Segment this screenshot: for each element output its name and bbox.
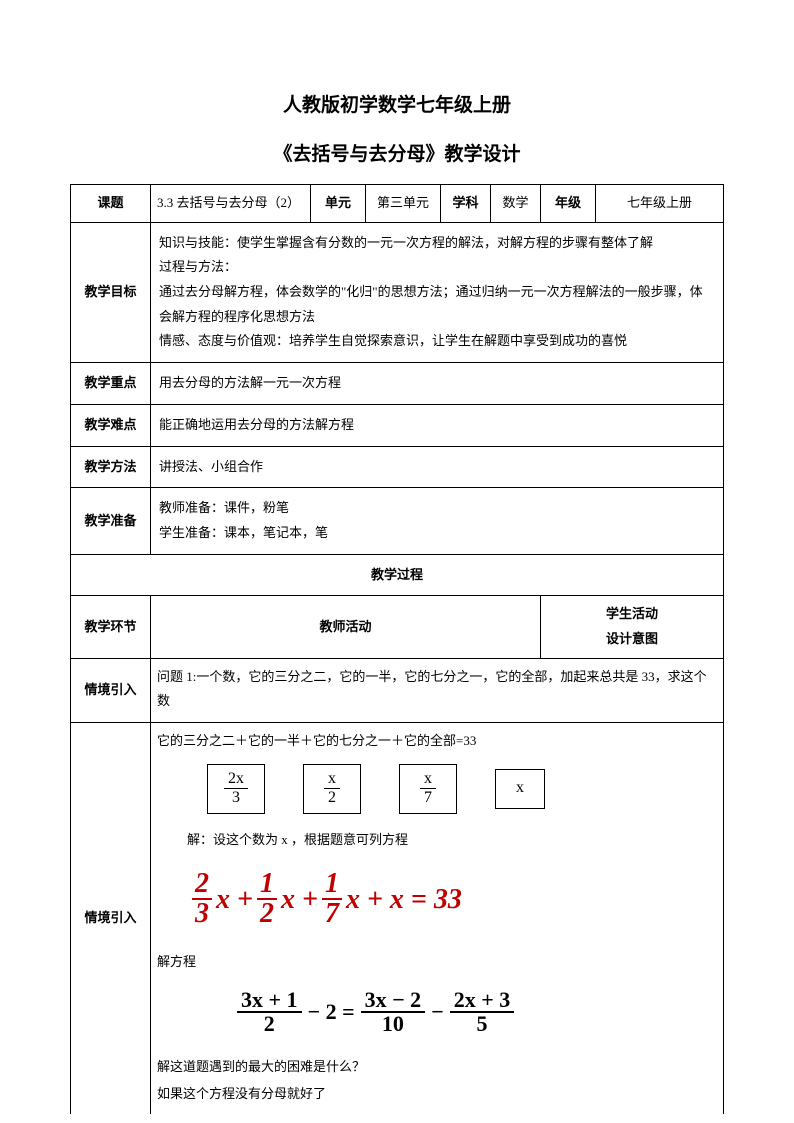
r-tail: x + x = 33	[346, 873, 462, 926]
intro-label-1: 情境引入	[71, 658, 151, 722]
method-row: 教学方法 讲授法、小组合作	[71, 446, 724, 488]
frac2-den: 2	[324, 789, 340, 806]
b2d: 10	[382, 1013, 404, 1035]
keypoint-row: 教学重点 用去分母的方法解一元一次方程	[71, 363, 724, 405]
page-title-2: 《去括号与去分母》教学设计	[70, 139, 724, 166]
red-equation: 23 x + 12 x + 17 x + x = 33	[192, 870, 717, 928]
grade-value: 七年级上册	[596, 185, 724, 223]
grade-label: 年级	[541, 185, 596, 223]
r3d: 7	[325, 900, 339, 928]
process-header-row: 教学过程	[71, 554, 724, 596]
page-title-1: 人教版初学数学七年级上册	[70, 90, 724, 117]
b-minus: −	[431, 991, 444, 1033]
unit-value: 第三单元	[366, 185, 441, 223]
subject-value: 数学	[491, 185, 541, 223]
intro-label-2: 情境引入	[71, 723, 151, 1115]
b1d: 2	[264, 1013, 275, 1035]
b2n: 3x − 2	[361, 989, 426, 1013]
r2d: 2	[260, 900, 274, 928]
b1n: 3x + 1	[237, 989, 302, 1013]
r3n: 1	[322, 870, 342, 900]
frac1-den: 3	[224, 789, 248, 806]
unit-label: 单元	[311, 185, 366, 223]
info-row: 课题 3.3 去括号与去分母（2） 单元 第三单元 学科 数学 年级 七年级上册	[71, 185, 724, 223]
process-header: 教学过程	[71, 554, 724, 596]
q2: 如果这个方程没有分母就好了	[157, 1082, 717, 1107]
difficulty-label: 教学难点	[71, 404, 151, 446]
black-equation: 3x + 12 − 2 = 3x − 210 − 2x + 35	[237, 989, 717, 1035]
process-col2: 教师活动	[151, 596, 541, 658]
goal-text: 知识与技能：使学生掌握含有分数的一元一次方程的解法，对解方程的步骤有整体了解 过…	[151, 222, 724, 362]
process-col1: 教学环节	[71, 596, 151, 658]
goal-label: 教学目标	[71, 222, 151, 362]
intro-main-cell: 它的三分之二＋它的一半＋它的七分之一＋它的全部=33 2x3 x2 x7 x 解…	[151, 723, 724, 1115]
topic-value: 3.3 去括号与去分母（2）	[151, 185, 311, 223]
frac-box-2: x2	[303, 764, 361, 814]
intro-problem-cell: 问题 1:一个数，它的三分之二，它的一半，它的七分之一，它的全部，加起来总共是 …	[151, 658, 724, 722]
subject-label: 学科	[441, 185, 491, 223]
solve-label: 解方程	[157, 950, 717, 975]
keypoint-label: 教学重点	[71, 363, 151, 405]
frac3-den: 7	[420, 789, 436, 806]
x-box: x	[495, 769, 545, 809]
r2n: 1	[257, 870, 277, 900]
prep-text: 教师准备：课件，粉笔 学生准备：课本，笔记本，笔	[151, 488, 724, 554]
q1: 解这道题遇到的最大的困难是什么？	[157, 1055, 717, 1080]
difficulty-row: 教学难点 能正确地运用去分母的方法解方程	[71, 404, 724, 446]
process-cols-row: 教学环节 教师活动 学生活动 设计意图	[71, 596, 724, 658]
r-x1: x +	[216, 873, 253, 926]
intro-problem: 问题 1:一个数，它的三分之二，它的一半，它的七分之一，它的全部，加起来总共是 …	[157, 665, 717, 714]
intro-row-1: 情境引入 问题 1:一个数，它的三分之二，它的一半，它的七分之一，它的全部，加起…	[71, 658, 724, 722]
frac3-num: x	[420, 771, 436, 789]
b-mid: − 2 =	[308, 991, 355, 1033]
topic-label: 课题	[71, 185, 151, 223]
b3d: 5	[476, 1013, 487, 1035]
method-text: 讲授法、小组合作	[151, 446, 724, 488]
goal-row: 教学目标 知识与技能：使学生掌握含有分数的一元一次方程的解法，对解方程的步骤有整…	[71, 222, 724, 362]
set-x: 解：设这个数为 x ，根据题意可列方程	[187, 828, 717, 853]
r1d: 3	[195, 900, 209, 928]
difficulty-text: 能正确地运用去分母的方法解方程	[151, 404, 724, 446]
intro-row-2: 情境引入 它的三分之二＋它的一半＋它的七分之一＋它的全部=33 2x3 x2 x…	[71, 723, 724, 1115]
eqwords: 它的三分之二＋它的一半＋它的七分之一＋它的全部=33	[157, 729, 717, 754]
frac-box-1: 2x3	[207, 764, 265, 814]
frac2-num: x	[324, 771, 340, 789]
frac-box-3: x7	[399, 764, 457, 814]
method-label: 教学方法	[71, 446, 151, 488]
frac1-num: 2x	[224, 771, 248, 789]
r-x2: x +	[281, 873, 318, 926]
r1n: 2	[192, 870, 212, 900]
keypoint-text: 用去分母的方法解一元一次方程	[151, 363, 724, 405]
frac-box-row: 2x3 x2 x7 x	[207, 764, 717, 814]
prep-label: 教学准备	[71, 488, 151, 554]
prep-row: 教学准备 教师准备：课件，粉笔 学生准备：课本，笔记本，笔	[71, 488, 724, 554]
process-col3: 学生活动 设计意图	[541, 596, 724, 658]
b3n: 2x + 3	[450, 989, 515, 1013]
lesson-table: 课题 3.3 去括号与去分母（2） 单元 第三单元 学科 数学 年级 七年级上册…	[70, 184, 724, 1114]
